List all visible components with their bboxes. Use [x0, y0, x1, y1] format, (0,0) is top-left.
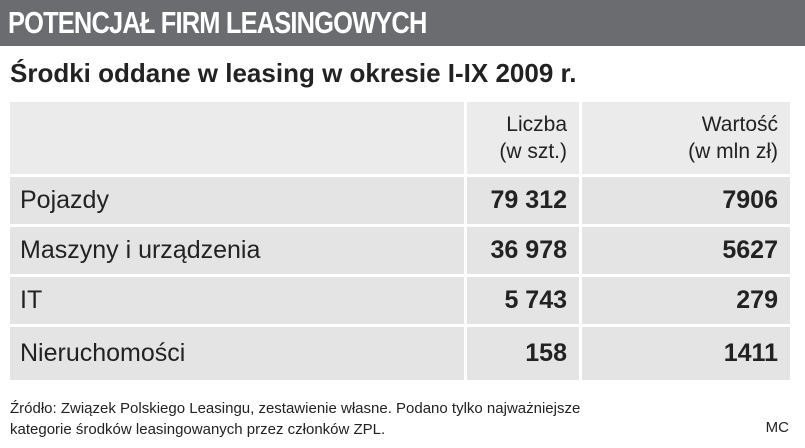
table-value: 7906	[582, 177, 790, 224]
subtitle: Środki oddane w leasing w okresie I-IX 2…	[10, 58, 577, 88]
table-value: 279	[582, 277, 790, 324]
column-header: Wartość (w mln zł)	[582, 102, 790, 174]
table-value: 5627	[582, 227, 790, 274]
row-label: Maszyny i urządzenia	[10, 227, 464, 274]
column-header: Liczba (w szt.)	[467, 102, 579, 174]
table-value: 5 743	[467, 277, 579, 324]
source-note: Źródło: Związek Polskiego Leasingu, zest…	[10, 400, 581, 438]
author: MC	[765, 419, 789, 436]
title: POTENCJAŁ FIRM LEASINGOWYCH	[8, 5, 427, 40]
table-value: 1411	[582, 327, 790, 380]
column-header	[10, 102, 464, 174]
row-label: Pojazdy	[10, 177, 464, 224]
table-value: 36 978	[467, 227, 579, 274]
row-label: IT	[10, 277, 464, 324]
table: Liczba (w szt.) Wartość (w mln zł) Pojazdy…	[10, 102, 790, 380]
row-label: Nieruchomości	[10, 327, 464, 380]
title-bar	[0, 0, 805, 46]
table-value: 79 312	[467, 177, 579, 224]
table-value: 158	[467, 327, 579, 380]
